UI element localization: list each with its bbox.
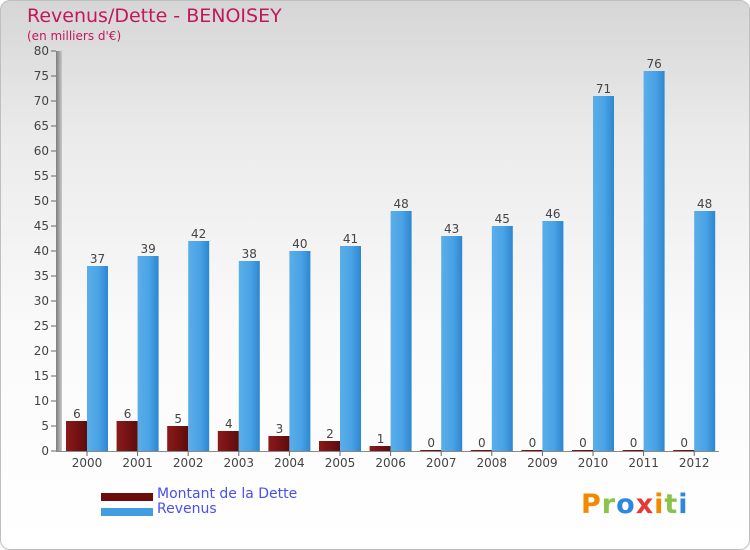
x-tick-label: 2005 (325, 456, 356, 470)
bar-revenus (643, 71, 665, 451)
data-label-dette: 2 (326, 427, 334, 441)
bar-revenus (340, 246, 361, 451)
x-tick-label: 2004 (274, 456, 305, 470)
x-tick-label: 2009 (527, 456, 558, 470)
data-label-revenus: 45 (495, 212, 510, 226)
chart-subtitle: (en milliers d'€) (27, 29, 122, 43)
data-label-dette: 5 (174, 412, 182, 426)
chart-title: Revenus/Dette - BENOISEY (27, 5, 282, 27)
data-label-revenus: 38 (242, 247, 257, 261)
bar-dette (521, 450, 543, 451)
bar-dette (167, 426, 189, 451)
logo-letter: i (678, 489, 689, 520)
x-tick-label: 2000 (72, 456, 103, 470)
y-tick-label: 50 (34, 194, 49, 208)
x-tick-label: 2001 (122, 456, 153, 470)
data-label-dette: 1 (377, 432, 385, 446)
data-label-dette: 0 (427, 436, 435, 450)
data-label-revenus: 48 (393, 197, 408, 211)
data-label-dette: 0 (579, 436, 587, 450)
bar-revenus (441, 236, 463, 451)
logo-letter: x (635, 489, 655, 520)
bar-dette (268, 436, 290, 451)
x-tick-label: 2008 (477, 456, 508, 470)
y-tick-label: 30 (34, 294, 49, 308)
bar-revenus (289, 251, 311, 451)
data-label-dette: 6 (73, 407, 81, 421)
bar-revenus (390, 211, 412, 451)
x-tick-label: 2003 (224, 456, 255, 470)
bar-revenus (694, 211, 716, 451)
y-tick-label: 0 (41, 444, 49, 458)
bar-revenus (542, 221, 564, 451)
legend-label-dette: Montant de la Dette (157, 486, 298, 502)
bar-dette (622, 450, 644, 451)
bar-revenus (137, 256, 159, 451)
y-tick-label: 40 (34, 244, 49, 258)
data-label-dette: 3 (276, 422, 284, 436)
bar-dette (116, 421, 138, 451)
legend-swatch-dette (101, 493, 153, 501)
logo-letter: P (581, 489, 602, 520)
legend-label-revenus: Revenus (157, 501, 217, 517)
y-tick-label: 70 (34, 94, 49, 108)
y-tick-label: 80 (34, 44, 49, 58)
data-label-dette: 0 (529, 436, 537, 450)
bar-dette (217, 431, 239, 451)
data-label-dette: 0 (630, 436, 638, 450)
legend-swatch-revenus (101, 508, 153, 516)
y-tick-label: 15 (34, 369, 49, 383)
y-tick-label: 75 (34, 69, 49, 83)
x-tick-label: 2002 (173, 456, 204, 470)
x-tick-label: 2011 (628, 456, 659, 470)
data-label-revenus: 71 (596, 82, 611, 96)
bar-revenus (238, 261, 260, 451)
data-label-revenus: 42 (191, 227, 206, 241)
data-label-dette: 0 (478, 436, 486, 450)
y-axis (56, 51, 62, 451)
data-label-revenus: 41 (343, 232, 358, 246)
data-label-revenus: 76 (646, 57, 661, 71)
logo-letter: t (664, 489, 679, 520)
x-tick-label: 2006 (375, 456, 406, 470)
y-tick-label: 45 (34, 219, 49, 233)
bar-dette (572, 450, 593, 451)
bar-dette (673, 450, 695, 451)
bar-revenus (188, 241, 210, 451)
data-label-revenus: 39 (140, 242, 155, 256)
bar-dette (420, 450, 442, 451)
logo-letter: i (654, 489, 665, 520)
y-tick-label: 55 (34, 169, 49, 183)
bar-revenus (491, 226, 513, 451)
y-tick-label: 35 (34, 269, 49, 283)
logo-letter: o (616, 489, 636, 520)
bar-dette (319, 441, 340, 451)
y-tick-label: 25 (34, 319, 49, 333)
data-label-revenus: 48 (697, 197, 712, 211)
y-tick-label: 5 (41, 419, 49, 433)
y-tick-label: 60 (34, 144, 49, 158)
bar-dette (470, 450, 492, 451)
bar-dette (369, 446, 391, 451)
data-label-revenus: 40 (292, 237, 307, 251)
bar-revenus (593, 96, 614, 451)
bar-revenus (87, 266, 108, 451)
x-tick-label: 2012 (679, 456, 710, 470)
data-label-dette: 6 (124, 407, 132, 421)
y-tick-label: 20 (34, 344, 49, 358)
data-label-revenus: 46 (545, 207, 560, 221)
x-tick-label: 2010 (578, 456, 609, 470)
data-label-dette: 4 (225, 417, 233, 431)
data-label-revenus: 43 (444, 222, 459, 236)
y-tick-label: 65 (34, 119, 49, 133)
logo-letter: r (601, 489, 617, 520)
data-label-revenus: 37 (90, 252, 105, 266)
x-tick-label: 2007 (426, 456, 457, 470)
y-tick-label: 10 (34, 394, 49, 408)
proxiti-logo: Proxiti (581, 489, 689, 520)
bar-dette (66, 421, 87, 451)
data-label-dette: 0 (680, 436, 688, 450)
